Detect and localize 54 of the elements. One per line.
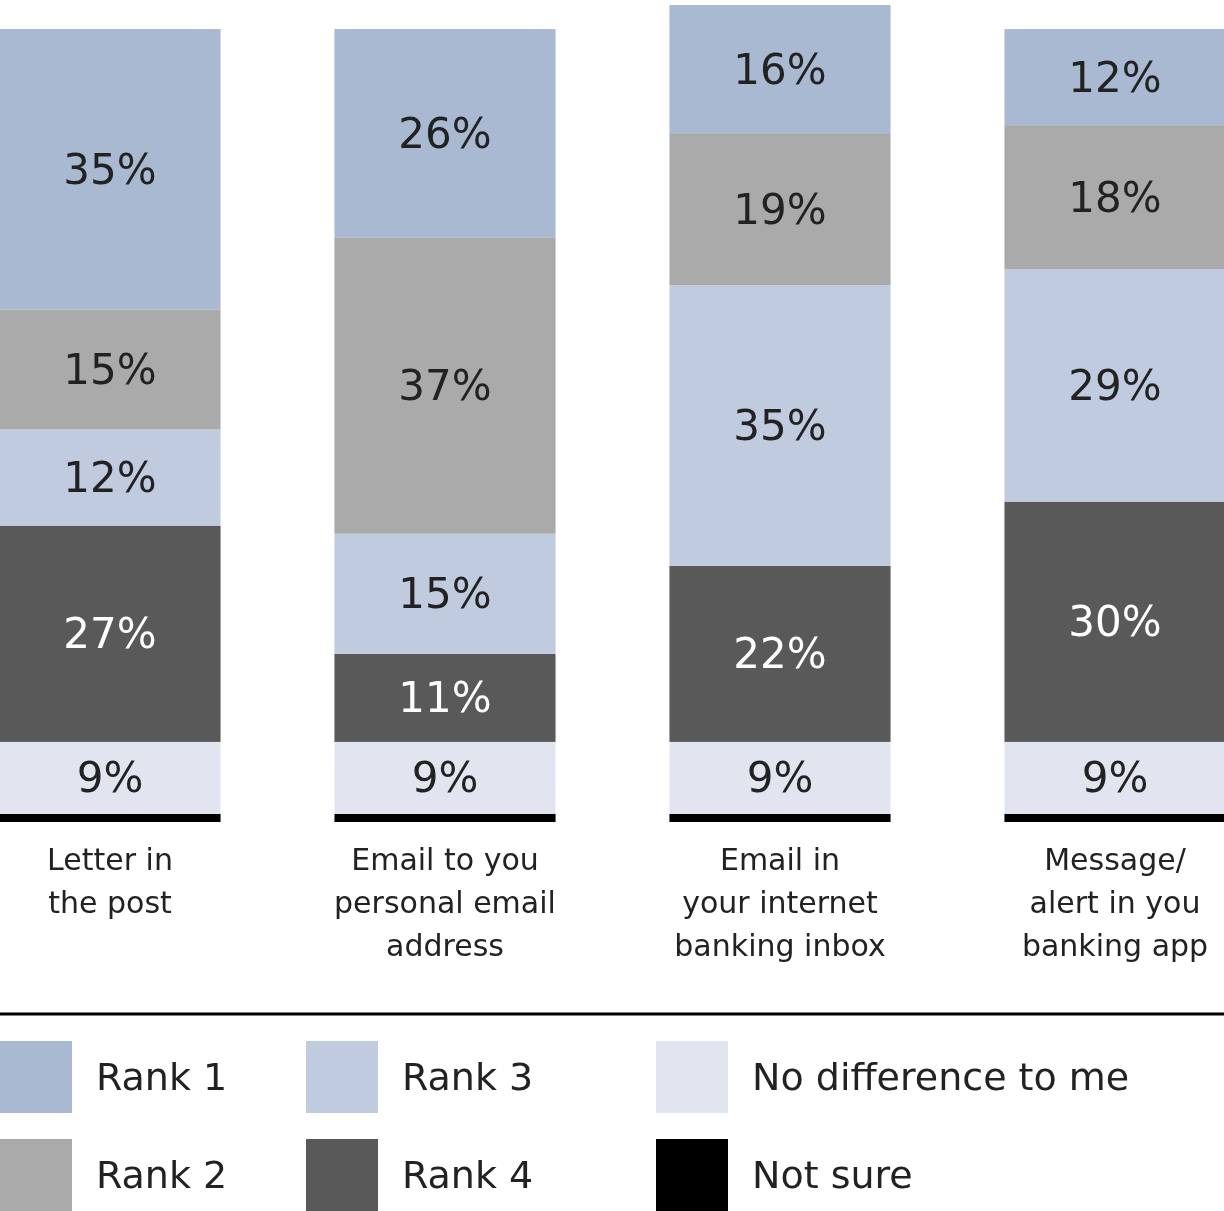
data-label: 9% bbox=[411, 753, 479, 803]
bar bbox=[0, 309, 221, 430]
bar bbox=[1004, 813, 1224, 822]
data-label: 30% bbox=[1068, 597, 1162, 647]
legend-label: Rank 3 bbox=[402, 1055, 534, 1099]
data-label: 18% bbox=[1068, 172, 1162, 222]
bar bbox=[669, 565, 891, 742]
bar bbox=[669, 813, 891, 822]
bar bbox=[0, 741, 221, 814]
x-tick-label: Message/ alert in you banking app bbox=[1021, 842, 1209, 963]
data-label: 19% bbox=[733, 184, 827, 234]
bar bbox=[669, 741, 891, 814]
bar bbox=[0, 813, 221, 822]
x-tick-label: Letter in the post bbox=[47, 842, 173, 920]
bar bbox=[334, 813, 556, 822]
data-label: 35% bbox=[63, 144, 157, 194]
data-label: 9% bbox=[746, 753, 814, 803]
legend-label: No difference to me bbox=[752, 1055, 1130, 1099]
bar bbox=[334, 29, 556, 238]
data-label: 15% bbox=[63, 344, 157, 394]
bar bbox=[669, 285, 891, 566]
data-label: 22% bbox=[733, 629, 827, 679]
bar bbox=[1004, 125, 1224, 270]
x-tick-label: Email to you personal email address bbox=[334, 842, 556, 963]
data-label: 15% bbox=[398, 569, 492, 619]
data-label: 35% bbox=[733, 401, 827, 451]
data-label: 27% bbox=[63, 609, 157, 659]
data-label: 12% bbox=[1068, 52, 1162, 102]
bar bbox=[334, 741, 556, 814]
bar bbox=[0, 429, 221, 526]
data-label: 29% bbox=[1068, 360, 1162, 410]
bar bbox=[669, 133, 891, 286]
bar bbox=[669, 5, 891, 134]
bar bbox=[334, 653, 556, 742]
bar bbox=[334, 533, 556, 654]
bar bbox=[1004, 741, 1224, 814]
data-label: 37% bbox=[398, 360, 492, 410]
legend-label: Rank 2 bbox=[96, 1153, 228, 1197]
bar bbox=[1004, 501, 1224, 742]
bar bbox=[0, 29, 221, 310]
data-label: 12% bbox=[63, 453, 157, 503]
data-label: 9% bbox=[1081, 753, 1149, 803]
legend-label: Not sure bbox=[752, 1153, 913, 1197]
bar bbox=[334, 237, 556, 534]
bar bbox=[1004, 29, 1224, 126]
legend-label: Rank 1 bbox=[96, 1055, 228, 1099]
data-label: 11% bbox=[398, 673, 492, 723]
data-label: 26% bbox=[398, 108, 492, 158]
data-label: 16% bbox=[733, 44, 827, 94]
bar bbox=[0, 525, 221, 742]
legend-label: Rank 4 bbox=[402, 1153, 534, 1197]
x-tick-label: Email in your internet banking inbox bbox=[674, 842, 886, 963]
bar bbox=[1004, 269, 1224, 502]
data-label: 9% bbox=[76, 753, 144, 803]
